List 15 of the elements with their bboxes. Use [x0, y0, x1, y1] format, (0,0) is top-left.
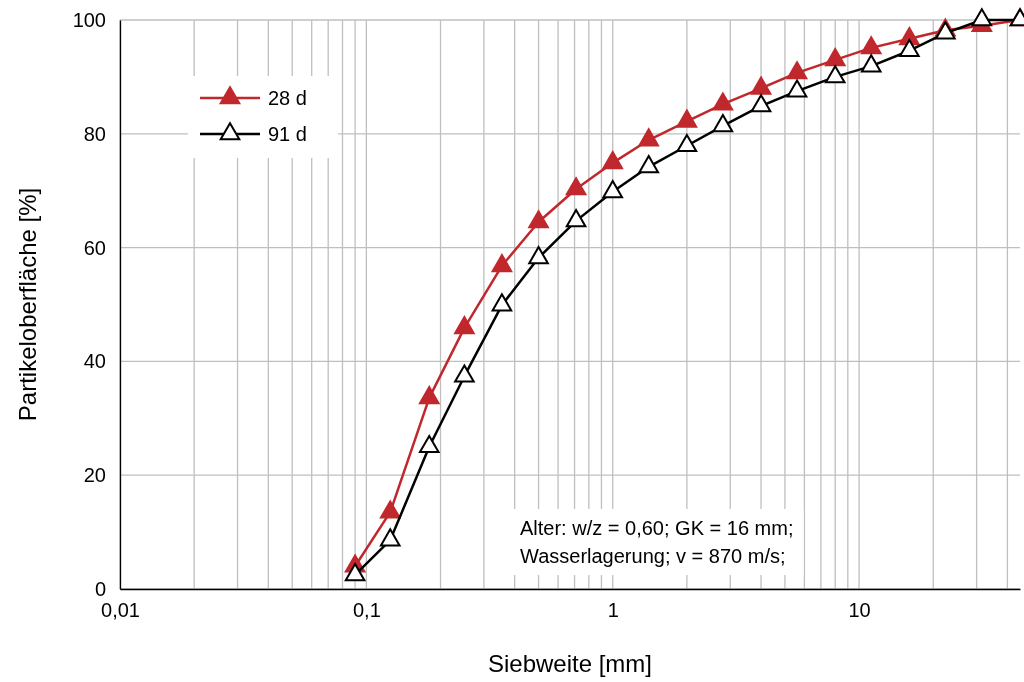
y-tick-label: 100	[72, 8, 106, 31]
x-axis-title: Siebweite [mm]	[487, 650, 653, 677]
x-tick-label: 1	[607, 599, 619, 622]
x-tick-label: 0,1	[352, 599, 381, 622]
legend-label: 91 d	[268, 123, 307, 145]
x-tick-label: 10	[848, 599, 871, 622]
y-tick-label: 40	[83, 350, 106, 373]
y-tick-label: 80	[83, 122, 106, 145]
y-tick-label: 60	[83, 236, 106, 259]
y-tick-label: 20	[83, 464, 106, 487]
y-tick-label: 0	[94, 577, 106, 600]
annotation: Alter: w/z = 0,60; GK = 16 mm; Wasserlagerung; v = 870 m/s;	[520, 517, 794, 567]
y-axis-title: Partikeloberfläche [%]	[14, 187, 41, 422]
x-tick-label: 0,01	[101, 599, 140, 622]
legend-label: 28 d	[268, 87, 307, 109]
